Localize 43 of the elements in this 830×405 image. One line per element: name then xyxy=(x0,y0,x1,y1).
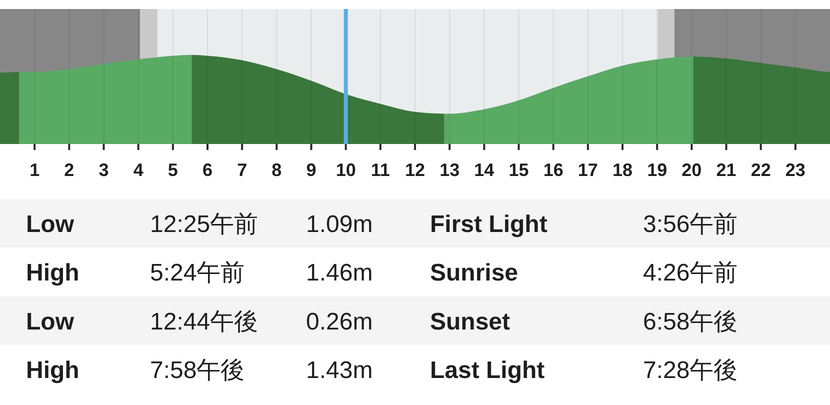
table-cell: Last Light xyxy=(430,356,545,384)
table-cell: High xyxy=(26,260,80,287)
table-cell: Low xyxy=(26,308,74,336)
tick-label: 11 xyxy=(370,160,390,180)
tick-label: 20 xyxy=(682,160,702,180)
tick-label: 14 xyxy=(474,160,494,180)
tick-label: 1 xyxy=(30,160,40,180)
tick-label: 18 xyxy=(612,160,633,180)
table-cell: 4:26午前 xyxy=(643,260,738,287)
tick-label: 19 xyxy=(647,160,668,180)
tick-label: 5 xyxy=(168,160,178,180)
table-cell: 1.43m xyxy=(306,356,373,384)
table-cell: Sunrise xyxy=(430,260,518,287)
tick-label: 15 xyxy=(508,160,529,180)
table-cell: 6:58午後 xyxy=(643,308,738,336)
table-cell: 12:25午前 xyxy=(150,210,258,238)
tick-label: 21 xyxy=(716,160,736,180)
table-cell: Sunset xyxy=(430,308,510,336)
tick-label: 3 xyxy=(98,160,109,180)
tick-label: 4 xyxy=(133,160,144,180)
tick-label: 6 xyxy=(202,160,212,180)
table-cell: 3:56午前 xyxy=(643,210,738,238)
table-cell: 0.26m xyxy=(306,308,373,336)
table-cell: High xyxy=(26,356,80,384)
tick-label: 13 xyxy=(440,160,460,180)
tick-label: 17 xyxy=(578,160,598,180)
tick-label: 7 xyxy=(237,160,248,180)
tick-label: 16 xyxy=(543,160,564,180)
table-cell: First Light xyxy=(430,210,548,238)
tick-label: 10 xyxy=(336,160,356,180)
table-cell: Low xyxy=(26,210,74,238)
tick-label: 22 xyxy=(750,160,771,180)
tick-label: 12 xyxy=(404,160,426,180)
table-cell: 1.46m xyxy=(306,260,373,287)
tick-label: 8 xyxy=(272,160,282,180)
table-cell: 7:28午後 xyxy=(643,356,738,384)
tick-label: 9 xyxy=(306,160,316,180)
table-cell: 1.09m xyxy=(306,210,373,238)
tick-label: 23 xyxy=(785,160,806,180)
table-cell: 12:44午後 xyxy=(150,308,258,336)
table-cell: 5:24午前 xyxy=(150,260,245,287)
table-cell: 7:58午後 xyxy=(150,356,245,384)
tick-label: 2 xyxy=(64,160,74,180)
